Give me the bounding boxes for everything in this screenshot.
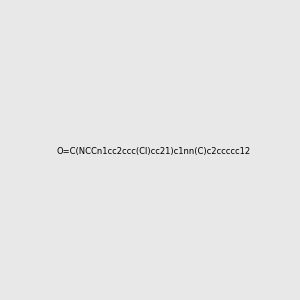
Text: O=C(NCCn1cc2ccc(Cl)cc21)c1nn(C)c2ccccc12: O=C(NCCn1cc2ccc(Cl)cc21)c1nn(C)c2ccccc12 (57, 147, 251, 156)
